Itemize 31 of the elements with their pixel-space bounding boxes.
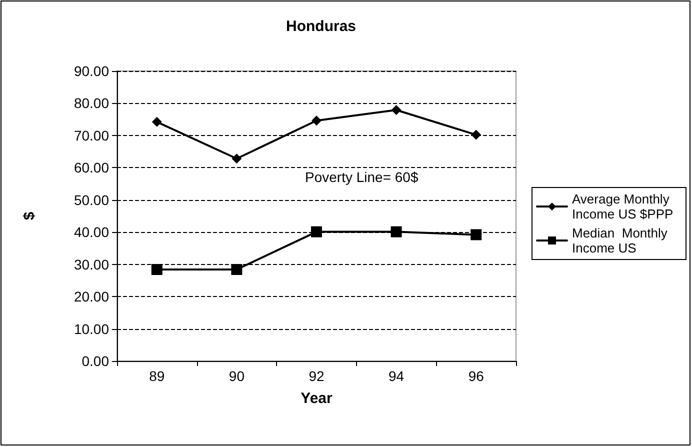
y-tick-label: 0.00 [82,353,110,369]
point [311,226,322,238]
annotation: Poverty Line= 60$ [305,169,418,185]
x-axis-title: Year [300,390,333,407]
y-axis-title: $ [21,211,38,220]
point [470,229,482,240]
point [391,104,402,115]
x-tick-label: 94 [388,368,404,384]
y-tick-label: 20.00 [74,288,110,305]
y-tick-label: 50.00 [74,192,110,208]
y-tick-label: 80.00 [74,95,110,112]
point [152,116,162,127]
legend-label: Average Monthly Income US $PPP [572,192,674,222]
point [471,130,482,140]
y-tick-label: 10.00 [74,320,110,337]
y-tick-label: 30.00 [74,256,110,272]
point [231,264,242,275]
y-tick-label: 40.00 [74,224,110,240]
y-tick-label: 60.00 [74,160,110,176]
x-tick-label: 96 [468,368,484,384]
legend-label: Median Monthly Income US [572,226,671,256]
point [232,154,242,164]
x-tick-label: 89 [149,368,165,384]
point [151,264,162,275]
x-tick-label: 90 [228,368,245,384]
point [390,226,402,238]
x-tick-label: 92 [308,368,324,384]
point [312,116,322,126]
y-tick-label: 70.00 [74,127,110,144]
y-tick-label: 90.00 [74,63,110,79]
chart-title: Honduras [286,18,356,35]
